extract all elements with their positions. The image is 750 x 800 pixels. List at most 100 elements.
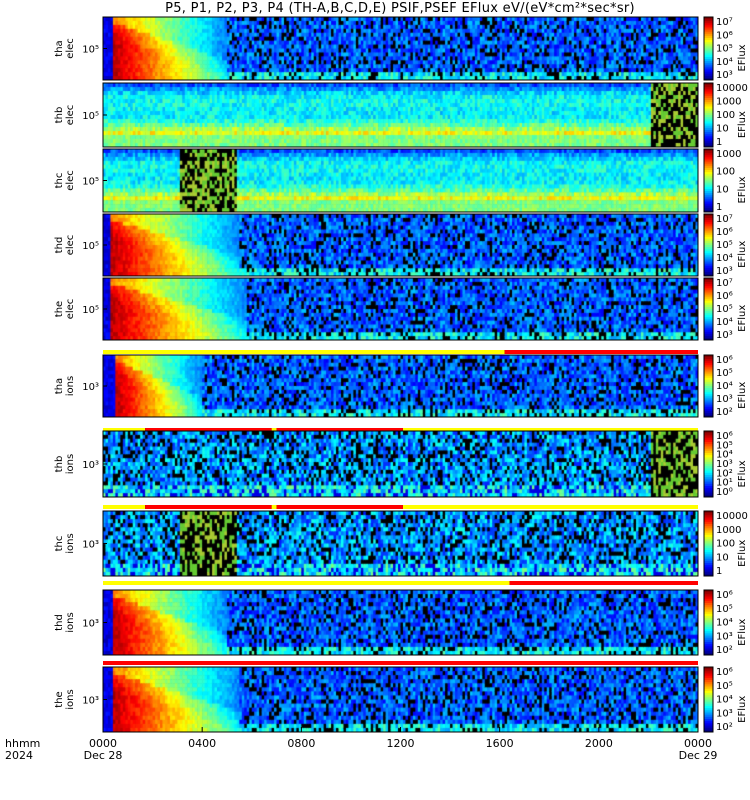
colorbar-swatch: [704, 439, 713, 443]
colorbar-tick-label: 10²: [716, 468, 733, 479]
colorbar-swatch: [704, 106, 713, 110]
colorbar-swatch: [704, 63, 713, 66]
colorbar-swatch: [704, 684, 713, 687]
flag-segment-yellow: [402, 428, 698, 432]
flag-segment-red: [276, 505, 403, 509]
colorbar: 10⁶ 10⁵ 10⁴ 10³ 10² EFlux: [703, 666, 748, 733]
colorbar-swatch: [704, 288, 713, 291]
colorbar-tick-label: 10⁶: [716, 667, 733, 678]
colorbar-swatch: [704, 556, 713, 560]
colorbar-swatch: [704, 29, 713, 33]
colorbar-swatch: [704, 442, 713, 445]
colorbar-swatch: [704, 375, 713, 379]
colorbar-swatch: [704, 377, 713, 381]
colorbar-swatch: [704, 515, 713, 518]
colorbar-tick-label: 1000: [716, 149, 741, 160]
colorbar-swatch: [704, 547, 713, 551]
colorbar: 1000 100 10 1 EFlux: [703, 148, 748, 213]
colorbar-swatch: [704, 23, 713, 26]
spectrogram-heatmap: [103, 355, 698, 417]
colorbar-swatch: [704, 590, 713, 593]
colorbar-tick-label: 10000: [716, 83, 748, 94]
colorbar-swatch: [704, 563, 713, 566]
colorbar-swatch: [704, 69, 713, 73]
colorbar-swatch: [704, 155, 713, 158]
colorbar-swatch: [704, 207, 713, 211]
colorbar-swatch: [704, 25, 713, 28]
colorbar-swatch: [704, 618, 713, 621]
colorbar-swatch: [704, 511, 713, 514]
colorbar-swatch: [704, 486, 713, 489]
quality-flag-bar: [103, 661, 698, 665]
colorbar-tick-label: 10⁰: [716, 487, 733, 498]
colorbar-swatch: [704, 95, 713, 99]
colorbar-frame: [703, 82, 714, 148]
colorbar-swatch: [704, 327, 713, 331]
colorbar: 10000 1000 100 10 1 EFlux: [703, 510, 748, 577]
colorbar-tick-label: 10⁴: [716, 253, 733, 264]
colorbar-swatch: [704, 635, 713, 639]
colorbar-swatch: [704, 622, 713, 626]
flag-segment-red: [145, 428, 272, 432]
colorbar-swatch: [704, 526, 713, 529]
colorbar-swatch: [704, 65, 713, 68]
colorbar-swatch: [704, 492, 713, 496]
colorbar-swatch: [704, 363, 713, 366]
colorbar-swatch: [704, 97, 713, 101]
colorbar-tick-label: 10⁷: [716, 214, 733, 225]
y-axis-label: thaions: [54, 376, 76, 396]
colorbar-swatch: [704, 77, 713, 81]
colorbar-swatch: [704, 528, 713, 531]
colorbar-swatch: [704, 671, 713, 674]
colorbar-swatch: [704, 271, 713, 275]
colorbar-swatch: [704, 541, 713, 544]
colorbar-swatch: [704, 404, 713, 408]
colorbar-swatch: [704, 488, 713, 491]
colorbar-swatch: [704, 61, 713, 64]
colorbar-tick-label: 1: [716, 202, 722, 213]
colorbar-tick-label: 10³: [716, 330, 733, 341]
colorbar-swatch: [704, 558, 713, 562]
colorbar-swatch: [704, 461, 713, 465]
colorbar-swatch: [704, 89, 713, 93]
colorbar-swatch: [704, 652, 713, 656]
colorbar-swatch: [704, 626, 713, 630]
colorbar-swatch: [704, 278, 713, 281]
colorbar-swatch: [704, 361, 713, 364]
colorbar-swatch: [704, 167, 713, 171]
colorbar-swatch: [704, 402, 713, 406]
colorbar-swatch: [704, 180, 713, 184]
colorbar-swatch: [704, 21, 713, 24]
colorbar-swatch: [704, 144, 713, 148]
colorbar-swatch: [704, 191, 713, 194]
colorbar-swatch: [704, 648, 713, 652]
spectrogram-heatmap: [103, 149, 698, 212]
colorbar-label: EFlux: [737, 619, 748, 646]
colorbar-swatch: [704, 406, 713, 410]
colorbar-swatch: [704, 398, 713, 401]
colorbar-swatch: [704, 115, 713, 118]
colorbar-tick-label: 1000: [716, 525, 741, 536]
colorbar-swatch: [704, 552, 713, 555]
colorbar-swatch: [704, 414, 713, 418]
panel-thb-elec: thbelec 10⁵ 10000 1000 100 10 1 EFlux: [54, 82, 748, 148]
colorbar-frame: [703, 510, 714, 577]
spectrogram-heatmap: [103, 590, 698, 655]
colorbar-swatch: [704, 249, 713, 252]
colorbar-swatch: [704, 669, 713, 672]
colorbar-swatch: [704, 73, 713, 77]
panel-thc-elec: thcelec 10⁵ 1000 100 10 1 EFlux: [54, 148, 748, 213]
colorbar-swatch: [704, 230, 713, 234]
colorbar-swatch: [704, 132, 713, 135]
colorbar-tick-label: 10⁴: [716, 618, 733, 629]
colorbar-frame: [703, 16, 714, 81]
colorbar-swatch: [704, 466, 713, 469]
colorbar-swatch: [704, 519, 713, 523]
colorbar-swatch: [704, 247, 713, 250]
colorbar-swatch: [704, 479, 713, 483]
colorbar-swatch: [704, 182, 713, 186]
y-tick-label: 10³: [82, 540, 99, 551]
colorbar-swatch: [704, 392, 713, 395]
colorbar-swatch: [704, 136, 713, 139]
